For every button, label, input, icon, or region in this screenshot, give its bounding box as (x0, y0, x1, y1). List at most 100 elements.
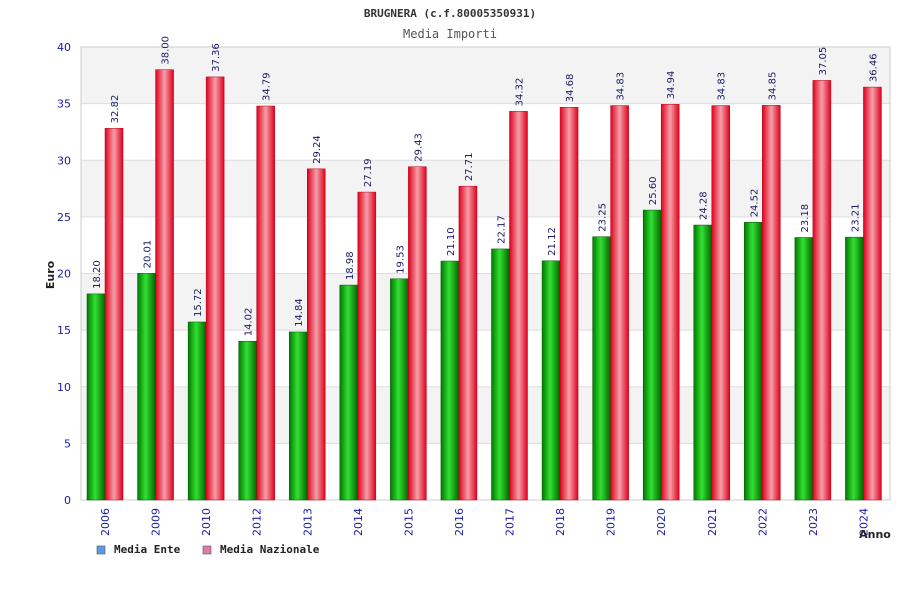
y-tick-label: 30 (57, 154, 71, 167)
bar-value-label: 34.83 (717, 72, 728, 101)
y-tick-label: 5 (64, 437, 71, 450)
legend-label-media-nazionale: Media Nazionale (220, 543, 320, 556)
x-tick-label: 2024 (857, 508, 870, 536)
bar-media-ente (491, 248, 510, 501)
legend-swatch-media-ente (96, 545, 106, 555)
x-tick-label: 2009 (150, 508, 163, 536)
x-tick-label: 2019 (605, 508, 618, 536)
bar-value-label: 15.72 (193, 288, 204, 317)
bar-media-nazionale (205, 76, 225, 501)
bar-value-label: 25.60 (648, 176, 659, 205)
x-tick-label: 2015 (402, 508, 415, 536)
y-tick-label: 25 (57, 211, 71, 224)
bar-media-nazionale (660, 104, 680, 501)
legend: Media Ente Media Nazionale (96, 543, 320, 556)
bar-media-nazionale (610, 105, 629, 501)
bar-value-label: 36.46 (868, 53, 879, 82)
bar-value-label: 32.82 (110, 95, 121, 124)
bar-media-ente (137, 273, 156, 501)
bar-value-label: 29.43 (413, 133, 424, 162)
x-tick-label: 2014 (352, 508, 365, 536)
bar-media-ente (744, 222, 763, 501)
bar-value-label: 14.84 (294, 298, 305, 327)
y-tick-label: 20 (57, 268, 71, 281)
x-tick-label: 2013 (301, 508, 314, 536)
bar-value-label: 18.20 (92, 260, 103, 289)
x-tick-label: 2012 (251, 508, 264, 536)
bar-value-label: 21.12 (547, 227, 558, 256)
bar-media-nazionale (509, 111, 528, 501)
bar-media-nazionale (408, 166, 427, 501)
bar-value-label: 27.71 (464, 153, 475, 182)
bar-value-label: 34.94 (666, 71, 677, 100)
bar-media-ente (592, 236, 611, 501)
bar-value-label: 18.98 (345, 251, 356, 280)
bar-value-label: 24.52 (749, 189, 760, 218)
bar-value-label: 37.05 (818, 47, 829, 76)
bar-media-nazionale (104, 128, 124, 501)
bar-media-nazionale (155, 69, 174, 501)
bar-media-nazionale (307, 168, 326, 501)
y-tick-label: 35 (57, 98, 71, 111)
y-tick-label: 10 (57, 381, 71, 394)
bar-media-nazionale (762, 105, 781, 501)
bar-value-label: 23.21 (850, 204, 861, 233)
bar-media-ente (541, 260, 561, 501)
bar-value-label: 24.28 (699, 191, 710, 220)
bar-value-label: 29.24 (312, 135, 323, 164)
bar-value-label: 34.68 (565, 74, 576, 103)
x-tick-label: 2020 (655, 508, 668, 536)
bar-media-ente (440, 260, 460, 501)
bar-value-label: 34.32 (515, 78, 526, 107)
bar-media-ente (187, 321, 207, 501)
x-tick-label: 2006 (99, 508, 112, 536)
bar-value-label: 37.36 (211, 43, 222, 72)
bar-media-ente (390, 278, 409, 501)
legend-swatch-media-nazionale (202, 545, 212, 555)
bar-value-label: 34.79 (262, 72, 273, 101)
bar-media-ente (794, 237, 814, 501)
bar-media-nazionale (711, 105, 730, 501)
bar-value-label: 14.02 (244, 308, 255, 337)
bar-value-label: 23.18 (800, 204, 811, 233)
bar-value-label: 23.25 (598, 203, 609, 232)
x-tick-label: 2017 (504, 508, 517, 536)
y-axis-ticks: 0 5 10 15 20 25 30 35 40 (57, 41, 71, 507)
bar-media-nazionale (256, 105, 275, 501)
chart-subtitle: Media Importi (403, 27, 497, 41)
y-tick-label: 15 (57, 324, 71, 337)
bar-value-label: 27.19 (363, 158, 374, 187)
bar-media-ente (238, 340, 257, 501)
bars: 18.20 32.82 20.01 38.00 15.72 37.36 14.02 34.79… (86, 36, 882, 501)
bar-value-label: 34.83 (616, 72, 627, 101)
bar-value-label: 20.01 (143, 240, 154, 269)
x-tick-label: 2018 (554, 508, 567, 536)
y-tick-label: 0 (64, 494, 71, 507)
x-axis-ticks: 2006 2009 2010 2012 2013 2014 2015 2016 2017 2018… (99, 508, 870, 536)
x-tick-label: 2021 (706, 508, 719, 536)
bar-media-ente (86, 293, 106, 501)
legend-label-media-ente: Media Ente (114, 543, 181, 556)
bar-media-ente (289, 331, 308, 501)
bar-media-nazionale (812, 80, 832, 501)
x-tick-label: 2016 (453, 508, 466, 536)
bar-media-nazionale (863, 86, 882, 501)
x-axis-label: Anno (859, 528, 891, 541)
y-axis-label: Euro (44, 260, 57, 289)
x-tick-label: 2023 (807, 508, 820, 536)
plot-frame (80, 46, 891, 501)
bar-media-ente (339, 284, 359, 501)
bar-value-label: 34.85 (767, 72, 778, 101)
bar-value-label: 38.00 (161, 36, 172, 65)
bar-media-nazionale (357, 191, 377, 501)
chart-title: BRUGNERA (c.f.80005350931) (364, 7, 536, 20)
bar-media-nazionale (458, 185, 478, 501)
bar-media-ente (642, 209, 662, 501)
bar-value-label: 19.53 (395, 245, 406, 274)
bar-value-label: 21.10 (446, 227, 457, 256)
bar-media-ente (845, 236, 864, 501)
y-tick-label: 40 (57, 41, 71, 54)
x-tick-label: 2010 (200, 508, 213, 536)
bar-media-nazionale (559, 106, 579, 501)
